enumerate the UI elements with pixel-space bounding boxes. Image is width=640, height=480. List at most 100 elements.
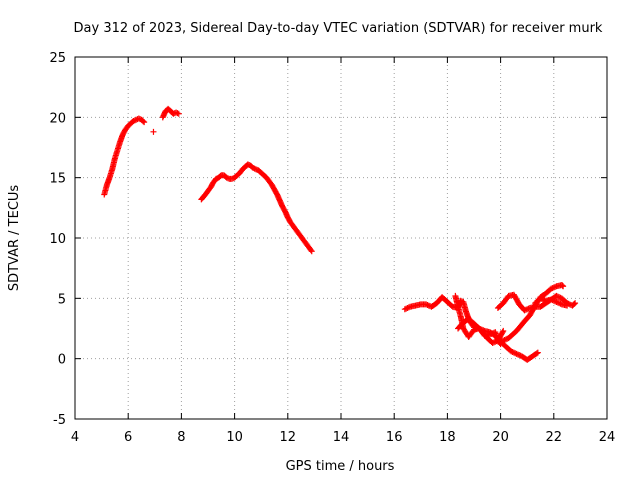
data-point [560,283,567,290]
y-tick-label: 0 [58,353,66,368]
x-tick-label: 10 [226,430,243,445]
x-tick-label: 14 [333,430,350,445]
x-tick-label: 6 [124,430,132,445]
data-point [244,161,251,168]
data-point [516,352,523,359]
data-point [150,128,157,135]
data-point [549,285,556,292]
data-point [514,351,521,358]
data-point [499,329,506,336]
data-point [558,282,565,289]
y-tick-label: 15 [49,172,66,187]
data-point [552,283,559,290]
data-point [510,349,517,356]
data-point [173,109,180,116]
data-point [538,295,545,302]
axis-ticks: 4 6 8 10 12 14 16 18 20 22 24 -5 0 5 10 15 20 25 [49,51,615,445]
data-point [521,307,528,314]
data-point [502,336,509,343]
data-point [550,284,557,291]
data-point [500,327,507,334]
data-point [130,117,137,124]
data-point [552,298,559,305]
data-point [212,175,219,182]
plot-frame [74,56,608,420]
data-point [524,306,531,313]
data-point [497,338,504,345]
data-point [553,298,560,305]
data-point [170,110,177,117]
chart-title: Day 312 of 2023, Sidereal Day-to-day VTE… [74,21,603,36]
data-point [307,247,314,254]
data-point [423,301,430,308]
data-point [133,116,140,123]
data-point [522,306,529,313]
data-point [548,285,555,292]
data-point [175,110,182,117]
data-points [101,105,579,363]
data-point [404,304,411,311]
x-axis-label: GPS time / hours [286,459,395,474]
x-tick-label: 22 [546,430,563,445]
data-point [223,174,230,181]
x-tick-label: 24 [599,430,616,445]
x-tick-label: 16 [386,430,403,445]
data-point [512,350,519,357]
data-point [224,175,231,182]
data-point [556,300,563,307]
data-point [500,337,507,344]
grid [75,57,607,419]
data-point [564,302,571,309]
data-point [405,304,412,311]
data-point [501,336,508,343]
data-point [550,297,557,304]
data-point [228,175,235,182]
data-point [489,339,496,346]
data-point [457,297,464,304]
data-point [403,305,410,312]
data-point [251,165,258,172]
data-point [513,350,520,357]
data-point [537,295,544,302]
data-point [174,110,181,117]
x-tick-label: 18 [439,430,456,445]
data-point [533,350,540,357]
data-point [525,305,532,312]
data-point [556,294,563,301]
y-tick-label: 20 [49,111,66,126]
data-point [534,349,541,356]
data-point [540,296,547,303]
data-point [572,300,579,307]
data-point [557,300,564,307]
data-point [250,165,257,172]
data-point [140,118,147,125]
x-tick-label: 20 [492,430,509,445]
data-point [559,282,566,289]
data-point [424,301,431,308]
data-point [135,115,142,122]
data-point [141,119,148,126]
data-point [509,349,516,356]
y-tick-label: 25 [49,51,66,66]
y-axis-label: SDTVAR / TECUs [7,185,22,292]
x-tick-label: 4 [71,430,79,445]
data-point [490,339,497,346]
data-point [252,166,259,173]
y-tick-label: -5 [53,413,66,428]
y-tick-label: 5 [58,292,66,307]
data-point [498,338,505,345]
data-point [571,300,578,307]
data-point [553,292,560,299]
data-point [308,248,315,255]
x-tick-label: 12 [280,430,297,445]
data-point [554,299,561,306]
data-point [554,293,561,300]
data-point [549,297,556,304]
data-point [401,306,408,313]
data-point [508,348,515,355]
data-point [486,331,493,338]
data-point [548,296,555,303]
data-point [131,117,138,124]
x-tick-label: 8 [177,430,185,445]
